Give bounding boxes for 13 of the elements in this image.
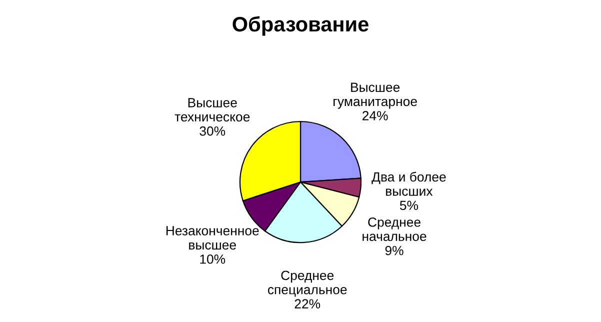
slice-label: Высшее гуманитарное — [334, 82, 417, 109]
data-label: 24% — [362, 111, 388, 120]
chart-title: Образование — [232, 16, 368, 36]
slice-label: Среднее специальное — [268, 270, 347, 297]
data-label: 5% — [400, 200, 418, 210]
data-label: 22% — [294, 299, 320, 308]
slice-label: Два и более высших — [372, 172, 446, 196]
slice-label: Незаконченное высшее — [166, 226, 259, 250]
data-label: 30% — [200, 126, 226, 136]
slice-label: Высшее техническое — [174, 98, 250, 122]
slice-label: Среднее начальное — [362, 217, 426, 242]
data-label: 10% — [200, 254, 226, 264]
data-label: 9% — [385, 246, 404, 256]
